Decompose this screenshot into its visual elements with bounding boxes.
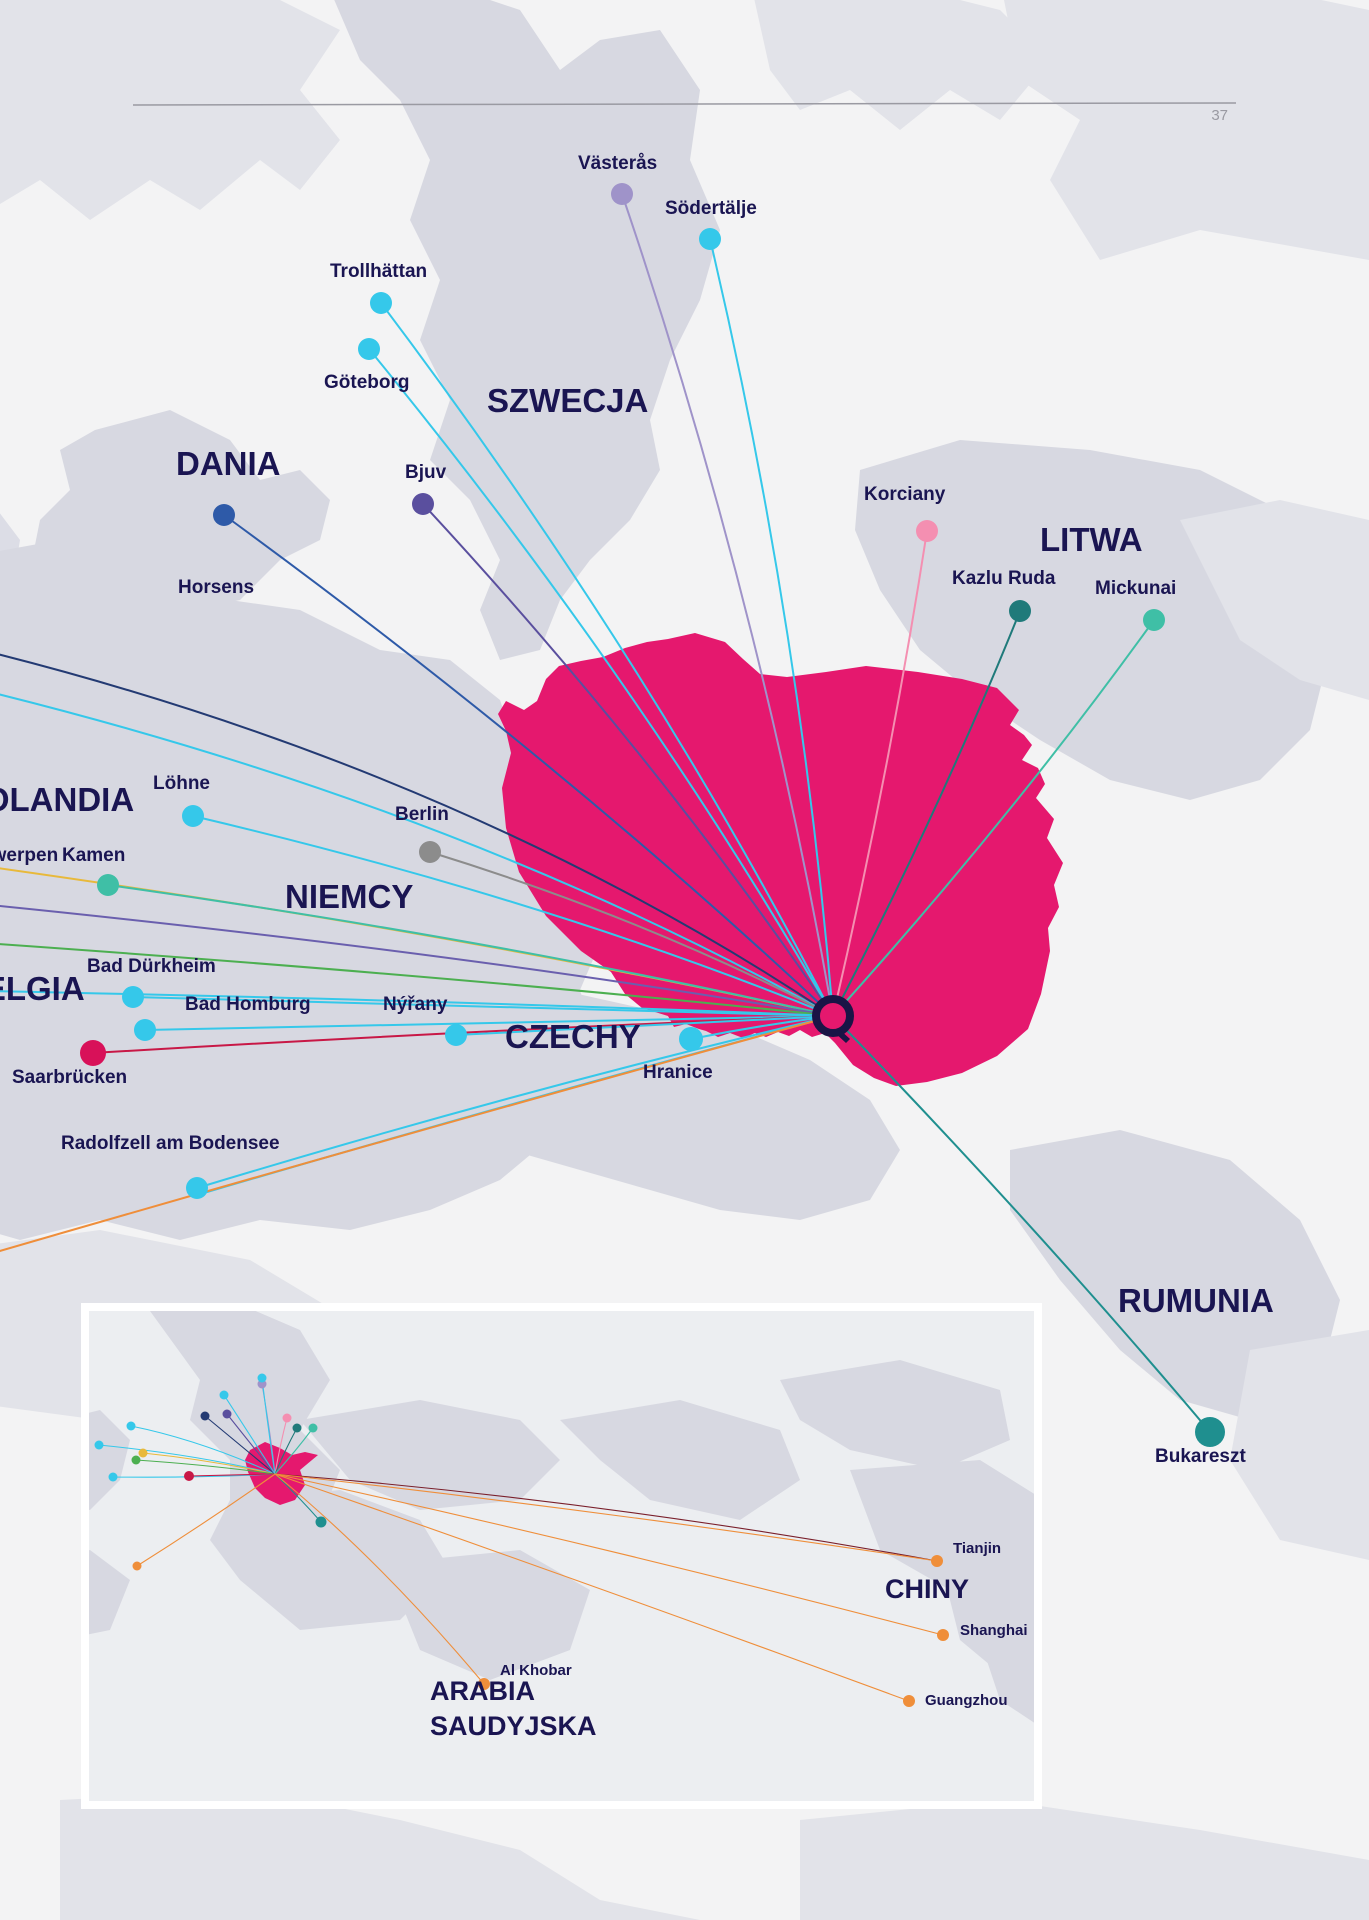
svg-text:Radolfzell am Bodensee: Radolfzell am Bodensee [61, 1133, 280, 1154]
svg-text:ARABIA: ARABIA [430, 1676, 535, 1706]
svg-text:SAUDYJSKA: SAUDYJSKA [430, 1711, 597, 1741]
svg-text:Mickunai: Mickunai [1095, 578, 1176, 599]
svg-text:Bukareszt: Bukareszt [1155, 1446, 1246, 1467]
svg-text:NIEMCY: NIEMCY [285, 878, 413, 915]
svg-text:Nýřany: Nýřany [383, 994, 448, 1015]
svg-text:SZWECJA: SZWECJA [487, 382, 648, 419]
svg-text:CHINY: CHINY [885, 1574, 969, 1604]
svg-text:Södertälje: Södertälje [665, 198, 757, 219]
svg-text:Bjuv: Bjuv [405, 462, 447, 483]
svg-text:RUMUNIA: RUMUNIA [1118, 1282, 1274, 1319]
svg-text:Al Khobar: Al Khobar [500, 1662, 572, 1679]
svg-text:Kazlu Ruda: Kazlu Ruda [952, 568, 1056, 589]
svg-text:Löhne: Löhne [153, 773, 210, 794]
svg-text:HOLANDIA: HOLANDIA [0, 781, 134, 818]
svg-text:Antwerpen: Antwerpen [0, 845, 58, 866]
svg-text:LITWA: LITWA [1040, 521, 1143, 558]
svg-text:CZECHY: CZECHY [505, 1018, 641, 1055]
svg-text:Bad Homburg: Bad Homburg [185, 994, 311, 1015]
svg-text:Tianjin: Tianjin [953, 1540, 1001, 1557]
svg-text:DANIA: DANIA [176, 445, 281, 482]
svg-text:Saarbrücken: Saarbrücken [12, 1067, 127, 1088]
svg-text:Västerås: Västerås [578, 153, 657, 174]
svg-text:Guangzhou: Guangzhou [925, 1692, 1008, 1709]
svg-text:Horsens: Horsens [178, 577, 254, 598]
svg-text:Trollhättan: Trollhättan [330, 261, 427, 282]
svg-text:Shanghai: Shanghai [960, 1622, 1028, 1639]
svg-text:BELGIA: BELGIA [0, 970, 85, 1007]
svg-text:Korciany: Korciany [864, 484, 946, 505]
svg-text:Berlin: Berlin [395, 804, 449, 825]
svg-text:Bad Dürkheim: Bad Dürkheim [87, 956, 216, 977]
svg-text:37: 37 [1211, 107, 1228, 124]
svg-text:Göteborg: Göteborg [324, 372, 410, 393]
svg-text:Kamen: Kamen [62, 845, 125, 866]
svg-text:Hranice: Hranice [643, 1062, 713, 1083]
